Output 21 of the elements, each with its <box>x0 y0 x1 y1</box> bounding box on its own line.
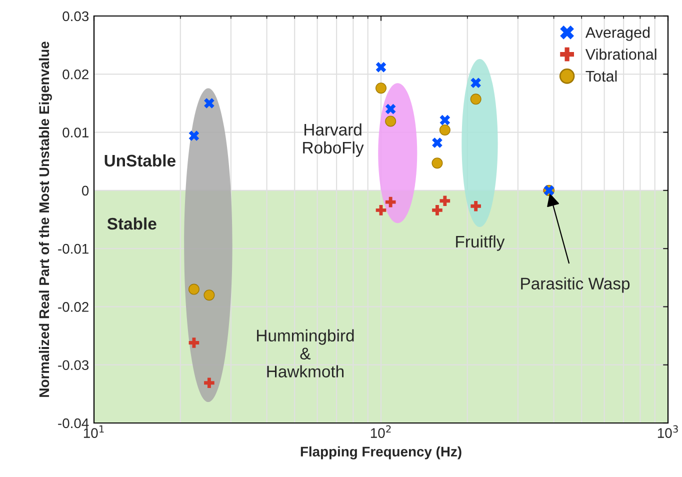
y-tick-label: -0.03 <box>58 360 89 370</box>
y-axis-title: Normalized Real Part of the Most Unstable Eigenvalue <box>38 42 52 397</box>
y-tick-label: 0.03 <box>62 11 89 22</box>
legend-label: Averaged <box>585 26 650 41</box>
legend-label: Vibrational <box>585 48 656 60</box>
y-tick-label: 0.02 <box>62 69 88 80</box>
annotation: UnStable <box>104 154 176 167</box>
y-tick-label: 0 <box>82 186 89 196</box>
y-tick-label: -0.02 <box>58 302 88 312</box>
y-tick-label: 0.01 <box>62 128 88 138</box>
annotation: Fruitfly <box>456 235 505 251</box>
y-tick-label: -0.01 <box>58 244 88 254</box>
x-axis-title: Flapping Frequency (Hz) <box>300 446 462 460</box>
legend-label: Total <box>586 70 617 82</box>
annotation: Stable <box>107 217 156 230</box>
x-tick-label: 10$^{3}$ <box>658 425 678 438</box>
annotation: Hummingbird & Hawkmoth <box>257 329 354 378</box>
x-tick-label: 10$^{2}$ <box>370 425 391 438</box>
annotation: Harvard RoboFly <box>303 123 364 157</box>
annotation: Parasitic Wasp <box>521 277 630 293</box>
y-tick-label: -0.04 <box>58 418 89 428</box>
